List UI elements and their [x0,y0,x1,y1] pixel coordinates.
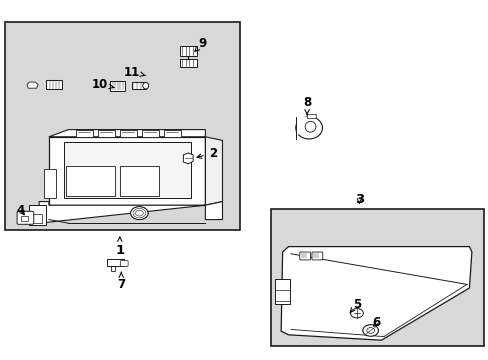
Text: 5: 5 [349,298,360,313]
Bar [29,205,46,225]
Bar [142,130,159,137]
Bar [76,130,93,137]
Text: 4: 4 [17,204,25,217]
Bar [5,22,239,230]
Text: 8: 8 [303,96,310,115]
Bar [32,214,41,223]
Text: 1: 1 [115,237,124,257]
Ellipse shape [305,121,315,132]
Text: 6: 6 [372,316,380,329]
Bar [180,46,197,56]
Polygon shape [295,117,308,139]
Bar [110,81,124,91]
Circle shape [350,309,363,318]
Bar [111,262,115,271]
Bar [120,130,137,137]
Polygon shape [183,153,193,164]
Text: 9: 9 [195,37,206,51]
Polygon shape [27,82,38,88]
Bar [98,130,115,137]
Text: 10: 10 [92,78,114,91]
Bar [106,259,123,266]
Polygon shape [281,247,471,340]
Circle shape [362,325,378,336]
Text: 3: 3 [354,193,363,206]
FancyBboxPatch shape [299,252,310,260]
Ellipse shape [295,117,322,139]
Bar [163,130,181,137]
Circle shape [366,328,374,333]
Bar [132,82,145,89]
Bar [63,142,190,198]
FancyBboxPatch shape [17,211,34,224]
Polygon shape [205,137,222,205]
Circle shape [130,207,148,220]
Polygon shape [49,130,205,137]
Bar [275,279,289,304]
Text: 11: 11 [123,66,145,78]
Bar [271,209,483,346]
FancyBboxPatch shape [120,261,128,266]
Bar [120,166,159,196]
Text: 7: 7 [117,272,125,291]
Bar [44,169,56,198]
Bar [46,80,62,89]
Ellipse shape [142,82,148,89]
Bar [21,216,28,221]
Polygon shape [39,202,222,223]
FancyBboxPatch shape [311,252,322,260]
Polygon shape [49,137,205,205]
Text: 2: 2 [197,147,216,159]
Bar [306,114,315,118]
Bar [66,166,115,196]
Bar [180,59,197,67]
